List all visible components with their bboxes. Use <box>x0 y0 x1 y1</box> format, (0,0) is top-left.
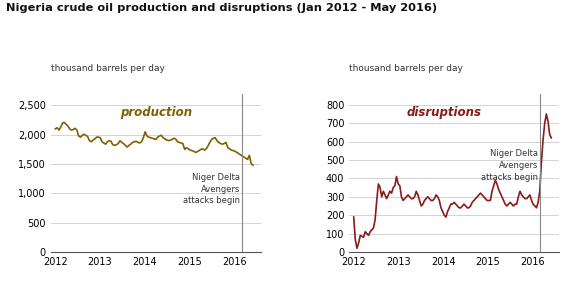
Text: thousand barrels per day: thousand barrels per day <box>51 64 165 73</box>
Text: thousand barrels per day: thousand barrels per day <box>349 64 463 73</box>
Text: Niger Delta
Avengers
attacks begin: Niger Delta Avengers attacks begin <box>183 173 240 205</box>
Text: Nigeria crude oil production and disruptions (Jan 2012 - May 2016): Nigeria crude oil production and disrupt… <box>6 3 437 13</box>
Text: production: production <box>120 106 192 119</box>
Text: disruptions: disruptions <box>406 106 481 119</box>
Text: Niger Delta
Avengers
attacks begin: Niger Delta Avengers attacks begin <box>481 149 538 182</box>
